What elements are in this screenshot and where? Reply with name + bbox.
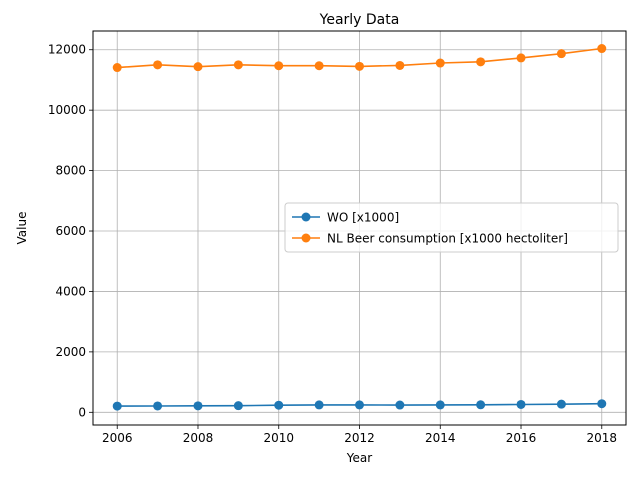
- data-point: [435, 58, 445, 68]
- legend-swatch-marker: [301, 212, 311, 222]
- x-axis-label: Year: [346, 451, 372, 465]
- data-point: [476, 57, 486, 67]
- series-layer: [112, 44, 607, 411]
- data-point: [314, 400, 324, 410]
- legend: WO [x1000] NL Beer consumption [x1000 hec…: [284, 202, 619, 253]
- y-tick-label: 6000: [55, 224, 86, 238]
- legend-box: [284, 202, 619, 253]
- y-tick-label: 12000: [48, 43, 86, 57]
- data-point: [193, 62, 203, 72]
- x-tick-label: 2012: [344, 431, 375, 445]
- x-tick-label: 2014: [425, 431, 456, 445]
- y-tick-label: 2000: [55, 345, 86, 359]
- y-tick-label: 8000: [55, 164, 86, 178]
- x-axis-ticks: 2006 2008 2010 2012 2014 2016 2018: [102, 425, 617, 445]
- data-point: [597, 44, 607, 54]
- y-axis-ticks: 0 2000 4000 6000 8000 10000 12000: [48, 43, 93, 419]
- data-point: [112, 63, 122, 73]
- legend-label: NL Beer consumption [x1000 hectoliter]: [327, 232, 568, 246]
- y-tick-label: 4000: [55, 284, 86, 298]
- data-point: [112, 401, 122, 411]
- data-point: [597, 399, 607, 409]
- data-point: [516, 399, 526, 409]
- x-tick-label: 2010: [263, 431, 294, 445]
- data-point: [153, 401, 163, 411]
- data-point: [395, 400, 405, 410]
- legend-swatch-marker: [301, 233, 311, 243]
- y-axis-label: Value: [15, 212, 29, 245]
- data-point: [435, 400, 445, 410]
- y-tick-label: 0: [78, 405, 86, 419]
- data-point: [516, 53, 526, 63]
- data-point: [193, 401, 203, 411]
- data-point: [556, 49, 566, 59]
- y-tick-label: 10000: [48, 103, 86, 117]
- data-point: [274, 61, 284, 71]
- x-tick-label: 2016: [506, 431, 537, 445]
- data-point: [274, 400, 284, 410]
- data-point: [314, 61, 324, 71]
- data-point: [476, 400, 486, 410]
- data-point: [355, 61, 364, 71]
- data-point: [395, 60, 405, 70]
- data-point: [355, 400, 364, 410]
- data-point: [556, 399, 566, 409]
- data-point: [233, 401, 243, 411]
- legend-label: WO [x1000]: [327, 211, 399, 225]
- chart-title: Yearly Data: [319, 12, 400, 28]
- data-point: [233, 60, 243, 70]
- x-tick-label: 2006: [102, 431, 133, 445]
- x-tick-label: 2008: [183, 431, 214, 445]
- data-point: [153, 60, 163, 70]
- x-tick-label: 2018: [586, 431, 617, 445]
